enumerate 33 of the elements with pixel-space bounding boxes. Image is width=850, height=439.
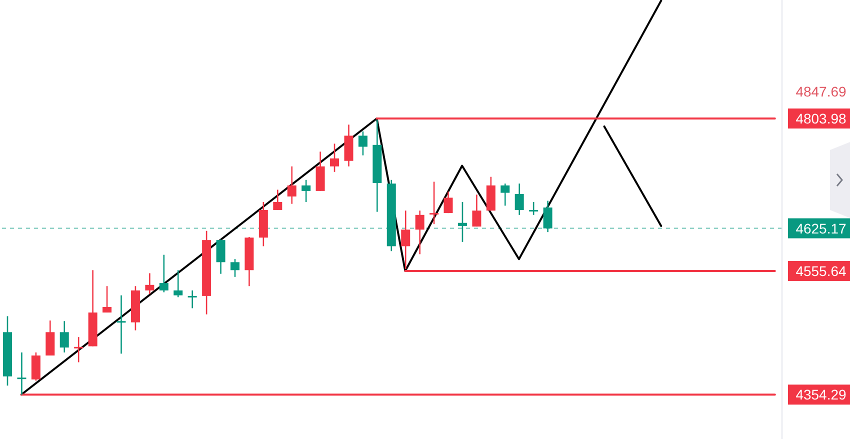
candlestick (31, 352, 40, 382)
candlestick (116, 294, 126, 354)
y-tick-label: 4555.64 (796, 262, 847, 279)
candlestick (358, 130, 368, 156)
y-tick-label: 4625.17 (796, 220, 847, 236)
candlestick (330, 143, 340, 173)
candlestick (415, 210, 424, 255)
line-series (20, 0, 662, 396)
y-tick-label: 4354.29 (796, 386, 847, 403)
candlestick (159, 254, 168, 293)
y-tick-label: 4847.69 (796, 84, 847, 100)
candlestick (188, 290, 197, 309)
candlestick (230, 258, 240, 278)
candlestick (60, 320, 69, 354)
candlestick (145, 272, 154, 295)
candlestick (500, 182, 510, 206)
candlestick (216, 238, 226, 274)
candlestick (74, 336, 84, 363)
candlestick (302, 179, 311, 203)
candlestick (430, 181, 439, 225)
candlestick (444, 190, 453, 214)
candlestick (46, 320, 55, 356)
candlestick (102, 285, 112, 314)
candlestick (529, 201, 538, 216)
candlestick (514, 182, 524, 216)
candlestick (458, 201, 467, 243)
candlestick (17, 352, 26, 396)
y-tick-label: 4803.98 (796, 110, 847, 127)
candlestick (287, 166, 296, 204)
candlestick (543, 200, 552, 233)
candlestick (174, 270, 183, 298)
candlestick (472, 194, 482, 228)
candlestick (273, 189, 282, 211)
